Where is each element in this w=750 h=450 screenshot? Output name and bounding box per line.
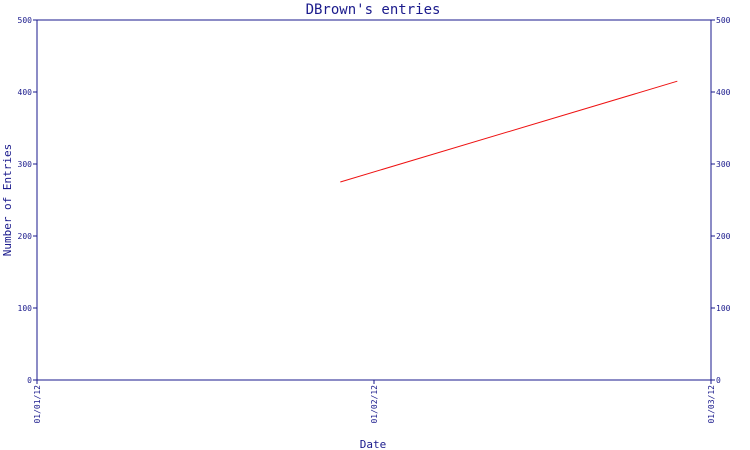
y-tick-label-left: 0 [27, 376, 32, 385]
y-tick-label-left: 400 [18, 88, 33, 97]
y-tick-label-right: 100 [716, 304, 731, 313]
right-y-ticks: 0 100 200 300 400 500 [711, 16, 731, 385]
y-tick-label-right: 500 [716, 16, 731, 25]
x-axis-title: Date [360, 438, 387, 450]
y-tick-label-right: 0 [716, 376, 721, 385]
y-tick-label-left: 200 [18, 232, 33, 241]
y-tick-label-right: 200 [716, 232, 731, 241]
chart-title: DBrown's entries [306, 2, 441, 18]
plot-frame [36, 19, 712, 381]
y-tick-label-right: 400 [716, 88, 731, 97]
x-tick-label: 01/02/12 [370, 385, 379, 424]
y-axis-title: Number of Entries [1, 144, 14, 257]
y-tick-label-left: 300 [18, 160, 33, 169]
y-tick-label-left: 100 [18, 304, 33, 313]
series-layer [340, 80, 678, 183]
y-tick-label-left: 500 [18, 16, 33, 25]
series-line [340, 80, 678, 183]
y-tick-label-right: 300 [716, 160, 731, 169]
left-y-ticks: 0 100 200 300 400 500 [18, 16, 37, 385]
x-ticks: 01/01/12 01/02/12 01/03/12 [33, 380, 716, 424]
x-tick-label: 01/03/12 [707, 385, 716, 424]
x-tick-label: 01/01/12 [33, 385, 42, 424]
